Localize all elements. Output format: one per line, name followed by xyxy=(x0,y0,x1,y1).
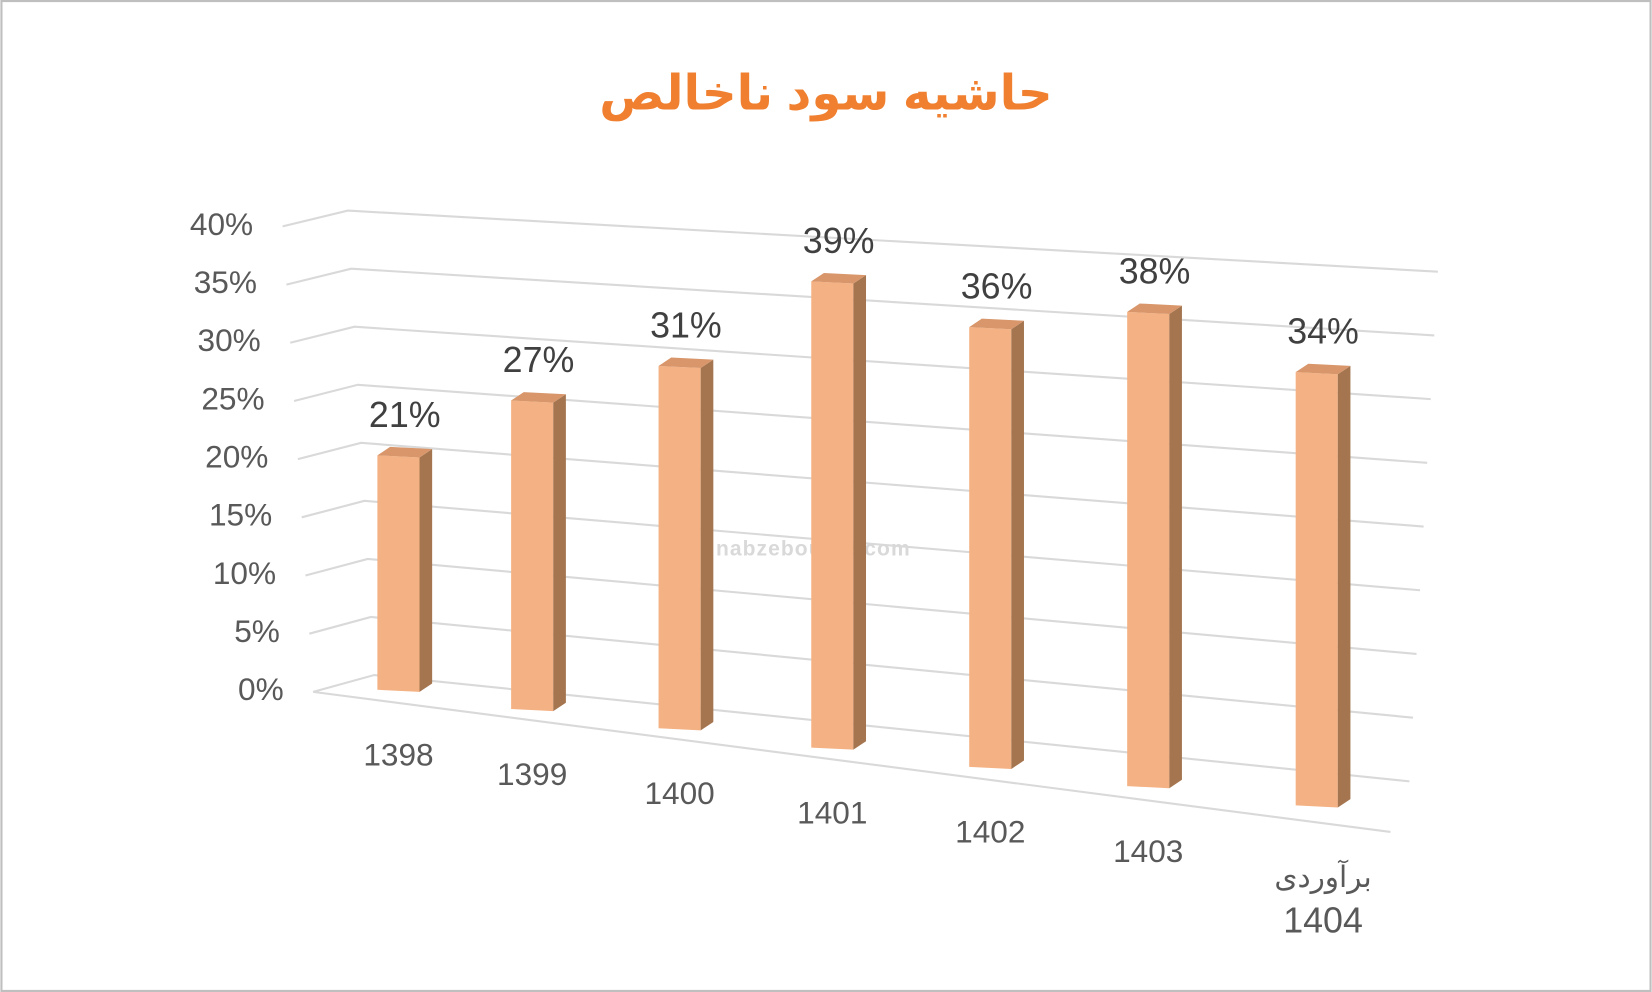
value-label: 39% xyxy=(803,221,875,261)
bar-top xyxy=(377,446,433,458)
y-tick-label: 20% xyxy=(205,438,268,474)
bar-front xyxy=(811,281,854,750)
y-tick-label: 5% xyxy=(234,613,280,649)
bar xyxy=(511,392,566,712)
bar-top xyxy=(511,392,566,403)
y-tick-label: 10% xyxy=(213,555,276,591)
bar-top xyxy=(658,357,714,369)
grid-line xyxy=(312,673,1410,783)
bar-front xyxy=(658,365,701,731)
bar-front xyxy=(377,455,420,692)
bar-front xyxy=(511,400,554,712)
x-tick-label: 1400 xyxy=(644,775,714,811)
bar xyxy=(1295,363,1351,808)
bar xyxy=(658,357,714,731)
bar-front xyxy=(969,327,1012,769)
x-tick-label: 1399 xyxy=(497,756,567,792)
x-tick-label: 1402 xyxy=(955,814,1025,850)
bar-top xyxy=(969,318,1024,330)
chart-title: حاشیه سود ناخالص xyxy=(599,67,1052,122)
x-tick-label: 1401 xyxy=(797,794,867,830)
grid-line xyxy=(297,441,1424,528)
grid-line xyxy=(301,499,1421,592)
y-tick-label: 35% xyxy=(194,264,257,300)
bar xyxy=(1127,303,1182,789)
grid-line xyxy=(289,325,1431,401)
y-tick-label: 30% xyxy=(198,322,261,358)
value-label: 38% xyxy=(1119,251,1191,291)
grid-line xyxy=(305,557,1417,656)
value-label: 21% xyxy=(369,395,441,435)
x-tick-label: برآوردی 1404 xyxy=(1274,859,1371,941)
value-label: 27% xyxy=(503,340,575,380)
bar-top xyxy=(811,273,867,284)
value-label: 36% xyxy=(961,267,1033,307)
grid-line xyxy=(293,383,1428,464)
y-tick-label: 25% xyxy=(201,380,264,416)
bar-side xyxy=(553,394,566,712)
grid-line xyxy=(282,209,1438,273)
bar-side xyxy=(1337,365,1351,808)
bar-side xyxy=(853,275,867,750)
y-tick-label: 40% xyxy=(190,206,253,242)
bar xyxy=(969,318,1024,769)
value-label: 31% xyxy=(650,305,722,345)
bar-top xyxy=(1127,303,1182,315)
grid-line xyxy=(286,267,1435,337)
bar xyxy=(811,273,867,750)
y-tick-label: 15% xyxy=(209,497,272,533)
bar xyxy=(377,446,433,692)
y-tick-label: 0% xyxy=(238,671,284,707)
x-tick-label: 1403 xyxy=(1113,833,1183,869)
value-label: 34% xyxy=(1287,312,1359,352)
x-tick-label: 1398 xyxy=(363,737,433,773)
bar-side xyxy=(1011,320,1024,769)
bar-top xyxy=(1295,363,1351,375)
bar-side xyxy=(419,449,433,692)
bar-side xyxy=(1169,305,1182,789)
bar-front xyxy=(1295,372,1338,808)
grid-line xyxy=(309,615,1414,719)
floor-line xyxy=(313,690,1391,833)
bar-side xyxy=(700,359,714,731)
bar-front xyxy=(1127,311,1170,789)
